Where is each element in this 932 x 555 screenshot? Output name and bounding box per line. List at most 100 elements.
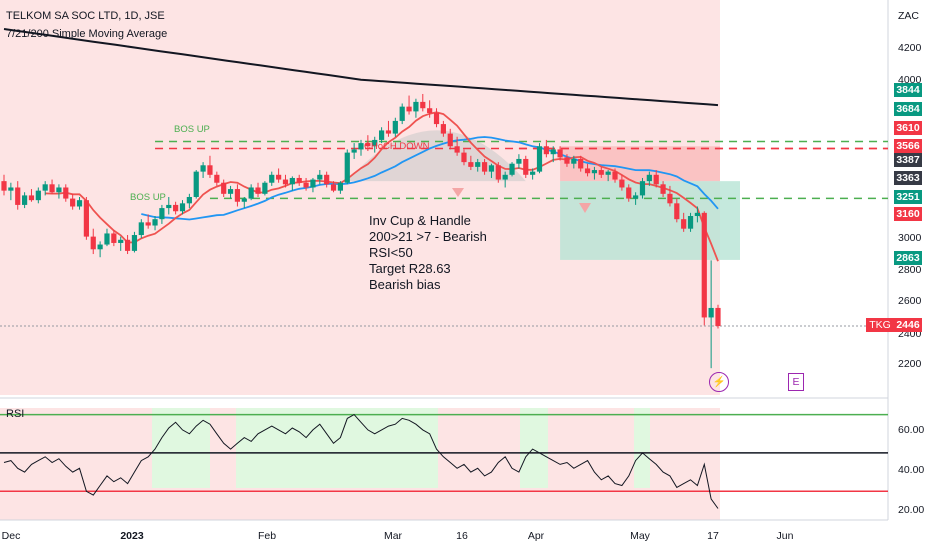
candle-body (708, 307, 714, 318)
candle-body (365, 143, 371, 147)
note-line: RSI<50 (369, 245, 413, 260)
candle-body (234, 189, 241, 202)
sma-200-line (3, 28, 719, 107)
candle-body (262, 182, 268, 194)
note-line: Target R28.63 (369, 261, 451, 276)
rsi-bullish-zone (520, 408, 548, 488)
rsi-bullish-zone (634, 408, 650, 488)
analysis-note: Inv Cup & Handle 200>21 >7 - Bearish RSI… (369, 213, 487, 293)
candle-body (715, 307, 721, 327)
x-tick: Mar (383, 530, 403, 542)
candle-body (378, 130, 385, 140)
down-marker (579, 203, 591, 213)
candle-body (207, 165, 213, 175)
candle-body (461, 152, 467, 163)
rsi-pane-label: RSI (6, 408, 25, 420)
candle-body (399, 106, 405, 121)
candle-body (454, 146, 460, 153)
candle-body (509, 163, 515, 175)
price-tick: 2600 (898, 295, 922, 307)
earnings-icon[interactable]: E (788, 373, 804, 391)
x-tick: 16 (456, 530, 468, 542)
candle-body (56, 187, 62, 193)
candle-body (193, 171, 199, 197)
candle-body (200, 165, 206, 172)
candle-body (681, 219, 687, 229)
candle-body (584, 168, 591, 174)
candle-body (440, 124, 446, 134)
candle-body (173, 204, 179, 212)
down-marker (452, 188, 464, 197)
candle-body (626, 187, 632, 199)
candle-body (385, 130, 392, 134)
candle-body (42, 184, 48, 191)
candle-body (90, 236, 96, 250)
choch-down-label: CHoCH DOWN (364, 141, 430, 152)
price-tick: 3000 (898, 232, 922, 244)
candle-body (447, 133, 453, 147)
candle-body (1, 181, 7, 191)
candle-body (282, 179, 289, 185)
candle-body (530, 171, 536, 175)
candle-body (15, 187, 21, 205)
candle-body (667, 193, 673, 204)
candle-body (475, 162, 481, 167)
rsi-tick: 40.00 (898, 464, 925, 476)
candle-body (653, 174, 659, 185)
rsi-bullish-zone (236, 408, 438, 488)
rsi-bullish-zone (152, 408, 210, 488)
price-tag-3251: 3251 (894, 190, 922, 204)
x-tick: Apr (527, 530, 545, 542)
candle-body (351, 149, 357, 153)
candle-body (358, 143, 364, 150)
x-tick: 2023 (120, 530, 144, 542)
candle-body (639, 181, 646, 196)
rsi-tick: 20.00 (898, 504, 925, 516)
candle-body (598, 170, 604, 175)
candle-body (104, 233, 110, 245)
symbol-tag[interactable]: TKG (866, 318, 894, 332)
candle-body (674, 203, 680, 220)
candle-body (543, 146, 549, 155)
candle-body (221, 182, 227, 194)
candle-body (131, 235, 138, 251)
price-tag-2863: 2863 (894, 251, 922, 265)
price-tag-3610: 3610 (894, 121, 922, 135)
candle-body (591, 170, 598, 174)
x-tick: 17 (707, 530, 719, 542)
candle-body (406, 106, 412, 112)
candle-body (612, 171, 618, 180)
candle-body (605, 171, 611, 175)
candle-body (70, 198, 76, 207)
candle-body (571, 158, 577, 164)
supply-zone (560, 146, 720, 182)
candle-body (633, 195, 639, 199)
candle-body (330, 184, 337, 191)
candle-body (523, 158, 529, 175)
candle-body (502, 174, 508, 180)
candle-body (28, 195, 35, 201)
candle-body (124, 239, 131, 251)
candle-body (76, 200, 83, 207)
candle-body (255, 187, 261, 194)
candle-body (35, 190, 41, 201)
lightning-icon[interactable]: ⚡ (709, 372, 729, 392)
candle-body (536, 146, 543, 172)
price-tag-3387: 3387 (894, 153, 922, 167)
candle-body (324, 174, 330, 185)
candle-body (166, 204, 172, 209)
price-tag-3684: 3684 (894, 102, 922, 116)
candle-body (413, 101, 419, 112)
candle-body (97, 244, 103, 250)
candle-body (145, 222, 151, 226)
candle-body (344, 152, 350, 183)
indicator-label: 7/21/200 Simple Moving Average (6, 28, 168, 40)
candle-body (214, 174, 220, 183)
note-line: 200>21 >7 - Bearish (369, 229, 487, 244)
candle-body (241, 198, 247, 202)
rsi-tick: 60.00 (898, 424, 925, 436)
candle-body (63, 187, 69, 199)
note-line: Inv Cup & Handle (369, 213, 471, 228)
